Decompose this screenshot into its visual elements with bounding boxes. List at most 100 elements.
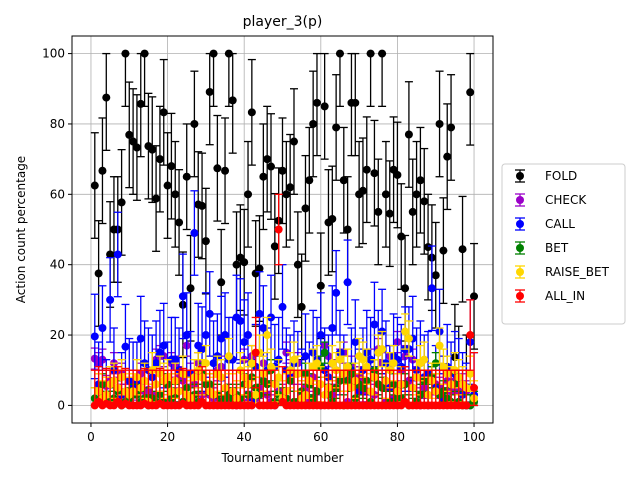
- data-point: [270, 242, 279, 251]
- data-point: [247, 108, 256, 117]
- data-point: [247, 359, 256, 368]
- data-point: [439, 362, 448, 371]
- data-point: [274, 373, 283, 382]
- data-point: [274, 225, 283, 234]
- data-point: [159, 341, 168, 350]
- data-point: [351, 98, 360, 107]
- data-point: [312, 98, 321, 107]
- data-point: [343, 278, 352, 287]
- legend-label: FOLD: [545, 169, 577, 183]
- legend-item: RAISE_BET: [515, 265, 610, 279]
- data-point: [267, 162, 276, 171]
- data-point: [282, 190, 291, 199]
- data-point: [312, 359, 321, 368]
- data-point: [447, 123, 456, 132]
- data-point: [171, 355, 180, 364]
- data-point: [209, 49, 218, 58]
- data-point: [205, 87, 214, 96]
- data-point: [240, 338, 249, 347]
- data-point: [117, 198, 126, 207]
- legend-label: RAISE_BET: [545, 265, 610, 279]
- data-point: [328, 214, 337, 223]
- data-point: [370, 320, 379, 329]
- data-point: [113, 250, 122, 259]
- data-point: [424, 243, 433, 252]
- data-point: [385, 209, 394, 218]
- data-point: [378, 345, 387, 354]
- y-tick-label: 60: [50, 187, 65, 201]
- data-point: [420, 197, 429, 206]
- y-tick-label: 20: [50, 328, 65, 342]
- data-point: [136, 334, 145, 343]
- data-point: [343, 225, 352, 234]
- data-point: [328, 359, 337, 368]
- y-axis-label: Action count percentage: [14, 156, 28, 303]
- legend-label: ALL_IN: [545, 289, 585, 303]
- legend-label: CALL: [545, 217, 575, 231]
- data-point: [148, 145, 157, 154]
- legend-label: CHECK: [545, 193, 587, 207]
- legend: FOLD CHECK CALL BET RAISE_BET ALL_IN: [501, 163, 626, 325]
- series-fold: [90, 49, 479, 407]
- data-point: [125, 130, 134, 139]
- data-point: [301, 204, 310, 213]
- data-point: [201, 237, 210, 246]
- data-point: [263, 155, 272, 164]
- data-point: [228, 96, 237, 105]
- data-point: [98, 324, 107, 333]
- data-point: [404, 334, 413, 343]
- x-tick-label: 0: [87, 430, 95, 444]
- data-point: [320, 348, 329, 357]
- data-point: [378, 49, 387, 58]
- data-point: [224, 352, 233, 361]
- y-tick-label: 100: [42, 47, 65, 61]
- data-point: [205, 309, 214, 318]
- x-tick-label: 60: [313, 430, 328, 444]
- data-point: [190, 229, 199, 238]
- data-point: [443, 152, 452, 161]
- data-point: [332, 288, 341, 297]
- data-layer: [90, 49, 479, 410]
- data-point: [178, 292, 187, 301]
- legend-marker: [516, 244, 524, 252]
- data-point: [155, 348, 164, 357]
- data-point: [236, 316, 245, 325]
- data-point: [439, 246, 448, 255]
- legend-marker: [516, 220, 524, 228]
- data-point: [435, 119, 444, 128]
- x-tick-label: 40: [237, 430, 252, 444]
- data-point: [408, 207, 417, 216]
- data-point: [343, 362, 352, 371]
- data-point: [198, 201, 207, 210]
- data-point: [155, 155, 164, 164]
- data-point: [435, 341, 444, 350]
- legend-item: FOLD: [515, 169, 577, 183]
- data-point: [167, 162, 176, 171]
- data-point: [316, 281, 325, 290]
- legend-label: BET: [545, 241, 569, 255]
- data-point: [244, 190, 253, 199]
- data-point: [470, 292, 479, 301]
- data-point: [90, 181, 99, 190]
- data-point: [339, 176, 348, 185]
- data-point: [240, 258, 249, 267]
- data-point: [259, 172, 268, 181]
- data-point: [129, 137, 138, 146]
- data-point: [466, 331, 475, 340]
- legend-marker: [516, 172, 524, 180]
- data-point: [244, 331, 253, 340]
- data-point: [94, 269, 103, 278]
- data-point: [132, 143, 141, 152]
- data-point: [106, 250, 115, 259]
- data-point: [289, 355, 298, 364]
- data-point: [251, 348, 260, 357]
- legend-marker: [516, 268, 524, 276]
- y-tick-label: 0: [57, 398, 65, 412]
- data-point: [470, 383, 479, 392]
- data-point: [393, 170, 402, 179]
- data-point: [182, 331, 191, 340]
- data-point: [278, 166, 287, 175]
- data-point: [209, 359, 218, 368]
- data-point: [404, 130, 413, 139]
- legend-item: ALL_IN: [515, 289, 585, 303]
